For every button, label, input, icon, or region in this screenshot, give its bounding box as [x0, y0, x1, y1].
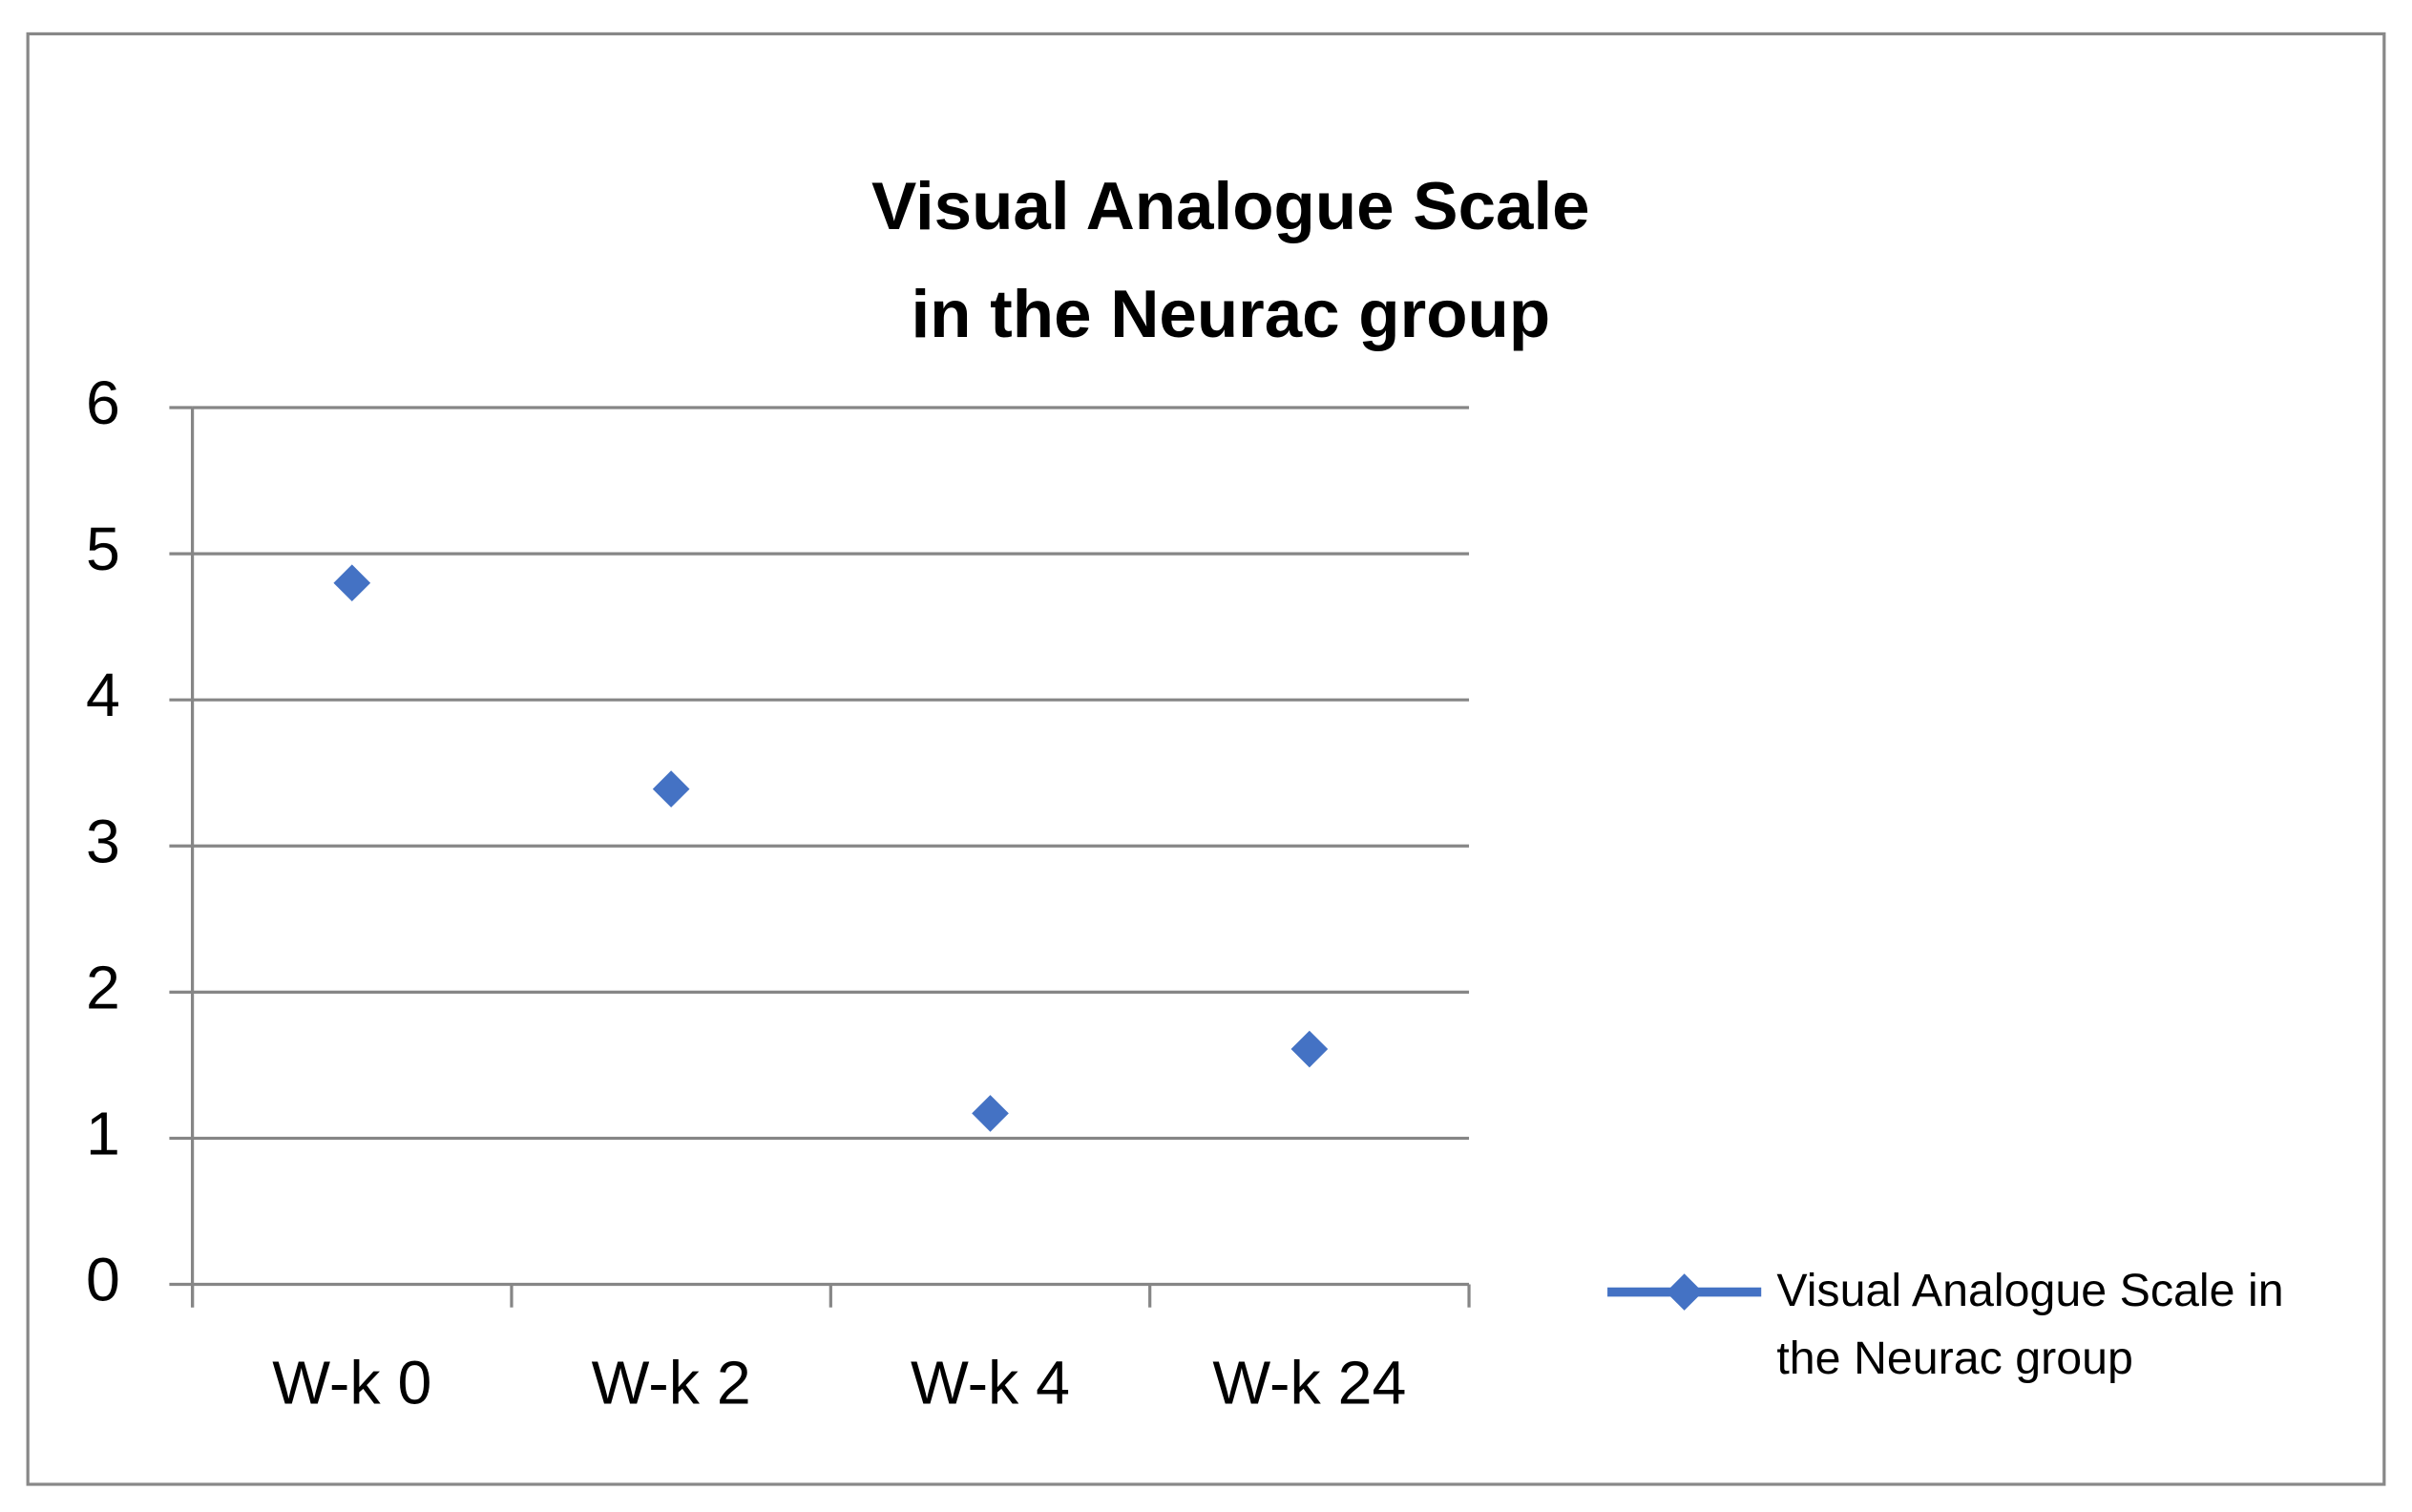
y-tick-label: 3 [86, 807, 120, 875]
data-point [652, 770, 690, 808]
y-tick-label: 4 [86, 661, 120, 729]
x-tick-label: W-k 2 [592, 1349, 751, 1418]
y-tick-label: 5 [86, 514, 120, 583]
y-tick-label: 2 [86, 953, 120, 1021]
title-box: Visual Analogue Scale in the Neurac grou… [870, 169, 1590, 353]
y-tick-label: 1 [86, 1099, 120, 1167]
y-tick-label: 0 [86, 1246, 120, 1314]
y-tick-label: 6 [86, 368, 120, 437]
x-tick-label: W-k 4 [911, 1349, 1070, 1418]
legend-box: Visual Analogue Scale in the Neurac grou… [1776, 1266, 2284, 1385]
x-tick-label: W-k 0 [272, 1349, 431, 1418]
chart-border [26, 32, 2386, 1486]
legend-label: Visual Analogue Scale in the Neurac grou… [1776, 1266, 2284, 1385]
chart-title: Visual Analogue Scale in the Neurac grou… [870, 169, 1590, 353]
x-tick-label: W-k 24 [1212, 1349, 1406, 1418]
